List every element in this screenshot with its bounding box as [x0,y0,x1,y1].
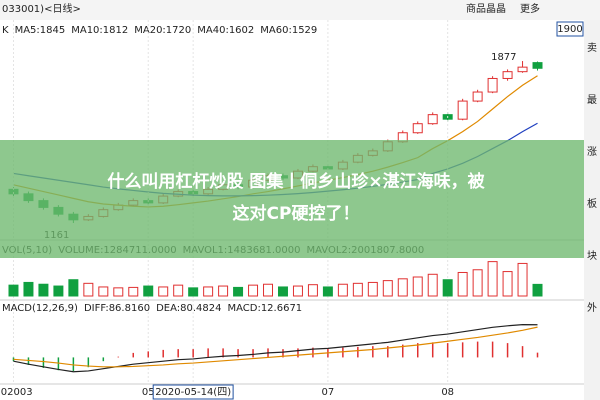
legend-item: DEA:80.4824 [156,303,221,314]
x-tick-label: 2020-05-14(四) [155,387,231,398]
caption-line: 这对CP硬控了！ [233,203,360,224]
candle-body [427,114,438,125]
caption-band [0,140,584,258]
volume-bar [397,278,408,297]
panel-title: MACD(12,26,9) [2,303,78,314]
volume-bar [233,286,244,297]
macd-line [13,324,538,373]
volume-bar [487,261,498,297]
x-tick-label: 202003 [0,387,33,398]
link[interactable]: 更多 [520,2,540,15]
stock-code: 033001)<日线> [2,2,81,15]
sidebar-item[interactable]: 卖 [587,42,597,54]
candle-body [457,100,468,120]
legend-item: MA60:1529 [260,25,317,36]
volume-bar [188,287,199,297]
volume-bar [263,283,274,297]
volume-bar [337,283,348,297]
x-tick-label: 05 [142,387,155,398]
volume-bar [427,273,438,297]
legend-item: MA40:1602 [197,25,254,36]
volume-bar [517,262,528,297]
volume-bar [68,279,79,297]
volume-bar [173,284,184,297]
volume-bar [277,286,288,297]
candle-body [532,62,543,69]
legend-item: DIFF:86.8160 [84,303,150,314]
x-tick-label: 08 [441,387,454,398]
legend-item: MA10:1812 [71,25,128,36]
candle-body [487,77,498,93]
volume-bar [143,285,154,297]
volume-bar [457,271,468,297]
volume-bar [128,286,139,297]
volume-bar [218,285,229,297]
sidebar [584,20,600,400]
price-tag-box [556,21,584,37]
x-tick-label: 07 [322,387,335,398]
candle-body [472,91,483,102]
volume-bar [502,271,513,297]
volume-bar [23,281,34,297]
volume-bar [98,286,109,297]
macd-line [13,326,538,368]
sidebar-item[interactable]: 外 [587,302,597,314]
sidebar-item[interactable]: 最 [587,94,597,106]
volume-bar [8,284,19,297]
legend-item: MA5:1845 [15,25,66,36]
volume-bar [83,282,94,297]
volume-bar [292,285,303,297]
volume-bar [307,284,318,297]
volume-bar [158,286,169,297]
top-bar [0,0,600,20]
volume-bar [442,279,453,297]
candle-body [412,123,423,134]
legend-item: MACD:12.6671 [227,303,302,314]
volume-bar [472,269,483,297]
panel-title: K [2,25,9,36]
candle-body [502,71,513,79]
legend-item: MA20:1720 [134,25,191,36]
candle-body [517,66,528,73]
volume-bar [412,276,423,297]
volume-bar [322,286,333,297]
sidebar-item[interactable]: 块 [587,250,597,262]
sidebar-item[interactable]: 板 [587,197,597,210]
volume-bar [352,282,363,297]
volume-bar [203,286,214,297]
volume-bar [367,281,378,297]
volume-bar [113,287,124,297]
volume-bar [53,285,64,297]
sidebar-item[interactable]: 涨 [587,146,597,158]
caption-line: 什么叫用杠杆炒股 图集丨侗乡山珍×湛江海味，被 [107,171,484,192]
date-box [152,384,234,400]
volume-bar [532,283,543,297]
high-annotation: 1877 [491,52,516,63]
volume-bar [38,283,49,297]
price-tag: 1900 [557,24,582,35]
link[interactable]: 商品晶晶 [466,2,506,15]
volume-bar [382,280,393,297]
volume-bar [248,284,259,297]
